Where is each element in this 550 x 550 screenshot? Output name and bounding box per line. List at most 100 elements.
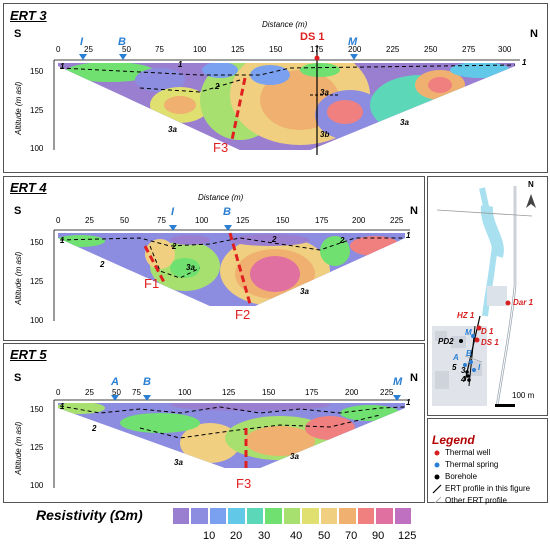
ert3-marker-i: I: [80, 36, 84, 48]
ert5-x-200: 200: [345, 388, 359, 397]
legend-title: Legend: [432, 433, 475, 447]
ert3-x-50: 50: [122, 45, 131, 54]
ert4-unit: 3a: [186, 263, 195, 272]
res-val-10: 10: [203, 530, 216, 542]
ert4-unit: 2: [272, 235, 277, 244]
legend-thermal-spring: Thermal spring: [445, 460, 499, 469]
ert4-x-225: 225: [390, 216, 404, 225]
ert4-x-0: 0: [56, 216, 61, 225]
ert4-y-125: 125: [30, 277, 44, 286]
map-dar1: Dar 1: [513, 298, 534, 307]
ert5-unit: 1: [60, 402, 65, 411]
ert4-left-dir: S: [14, 205, 22, 217]
legend-thermal-well: Thermal well: [445, 448, 491, 457]
legend-borehole: Borehole: [445, 472, 478, 481]
ert3-x-200: 200: [348, 45, 362, 54]
resistivity-swatch: [173, 508, 190, 524]
legend-symbols: [432, 450, 442, 503]
ert3-y-100: 100: [30, 144, 44, 153]
res-val-30: 30: [258, 530, 271, 542]
ert5-unit: 3a: [290, 452, 299, 461]
ert5-x-125: 125: [222, 388, 236, 397]
ert3-x-225: 225: [386, 45, 400, 54]
ert3-x-250: 250: [424, 45, 438, 54]
ert3-right-dir: N: [530, 28, 538, 40]
resistivity-swatch: [394, 508, 412, 524]
legend-ert-profile: ERT profile in this figure: [445, 484, 531, 493]
ert5-unit: 1: [406, 398, 411, 407]
ert5-section: [53, 395, 410, 488]
legend-other-ert: Other ERT profile: [445, 496, 507, 505]
ert4-section: [53, 225, 410, 321]
map-5: 5: [452, 363, 457, 372]
resistivity-swatch: [283, 508, 301, 524]
ert3-title: ERT 3: [10, 8, 47, 23]
res-val-125: 125: [398, 530, 417, 542]
map-3: 3: [461, 366, 466, 375]
resistivity-swatch: [302, 508, 319, 524]
ert4-unit: 3a: [300, 287, 309, 296]
ert5-x-0: 0: [56, 388, 61, 397]
ert4-x-125: 125: [236, 216, 250, 225]
ert4-right-dir: N: [410, 205, 418, 217]
map-m: M: [465, 328, 472, 337]
ert4-x-50: 50: [120, 216, 129, 225]
ert4-fault-f1: F1: [144, 276, 160, 291]
ert4-x-75: 75: [157, 216, 166, 225]
ert3-x-75: 75: [155, 45, 164, 54]
ert3-unit: 3b: [320, 130, 330, 139]
ert3-unit: 1: [60, 62, 65, 71]
ert5-y-100: 100: [30, 481, 44, 490]
ert5-x-175: 175: [305, 388, 319, 397]
res-val-50: 50: [318, 530, 331, 542]
ert3-fault-label: F3: [213, 140, 229, 155]
resistivity-swatch: [246, 508, 264, 524]
ert4-marker-b: B: [223, 206, 231, 218]
ert4-unit: 1: [406, 231, 411, 240]
ert3-x-125: 125: [231, 45, 245, 54]
resistivity-swatch: [191, 508, 208, 524]
ert5-marker-b: B: [143, 376, 151, 388]
ert5-y-150: 150: [30, 405, 44, 414]
ert3-unit: 1: [522, 58, 527, 67]
map-north: N: [528, 180, 534, 189]
ert3-unit: 3a: [400, 118, 409, 127]
ert5-left-dir: S: [14, 372, 22, 384]
map-pd2: PD2: [438, 337, 454, 346]
ert4-marker-i: I: [171, 206, 175, 218]
ert4-unit: 1: [60, 236, 65, 245]
ert4-x-100: 100: [195, 216, 209, 225]
ert3-section: [53, 45, 520, 155]
res-val-40: 40: [290, 530, 303, 542]
ert4-unit: 2: [172, 242, 177, 251]
ert5-x-100: 100: [178, 388, 192, 397]
ert5-x-75: 75: [132, 388, 141, 397]
ert3-marker-m: M: [348, 36, 358, 48]
map-4: 4: [461, 375, 466, 384]
location-map: [432, 186, 536, 407]
map-i: I: [478, 363, 481, 372]
ert5-right-dir: N: [410, 372, 418, 384]
resistivity-title: Resistivity (Ωm): [36, 507, 143, 523]
ert4-xlabel: Distance (m): [198, 193, 244, 202]
ert4-fault-f2: F2: [235, 307, 251, 322]
ert4-title: ERT 4: [10, 180, 47, 195]
ert3-y-125: 125: [30, 106, 44, 115]
ert5-marker-m: M: [393, 376, 403, 388]
resistivity-swatch: [209, 508, 227, 524]
res-val-70: 70: [345, 530, 358, 542]
ert4-unit: 2: [340, 236, 345, 245]
ert4-x-150: 150: [276, 216, 290, 225]
resistivity-scale: [172, 508, 412, 524]
resistivity-swatch: [339, 508, 356, 524]
ert5-x-25: 25: [85, 388, 94, 397]
res-val-90: 90: [372, 530, 385, 542]
map-hz1: HZ 1: [457, 311, 475, 320]
ert4-y-100: 100: [30, 316, 44, 325]
legend-panel: [427, 418, 548, 503]
ert3-unit: 3a: [320, 88, 329, 97]
ert3-marker-b: B: [118, 36, 126, 48]
ert3-xlabel: Distance (m): [262, 20, 308, 29]
ert3-x-275: 275: [462, 45, 476, 54]
ert3-x-0: 0: [56, 45, 61, 54]
